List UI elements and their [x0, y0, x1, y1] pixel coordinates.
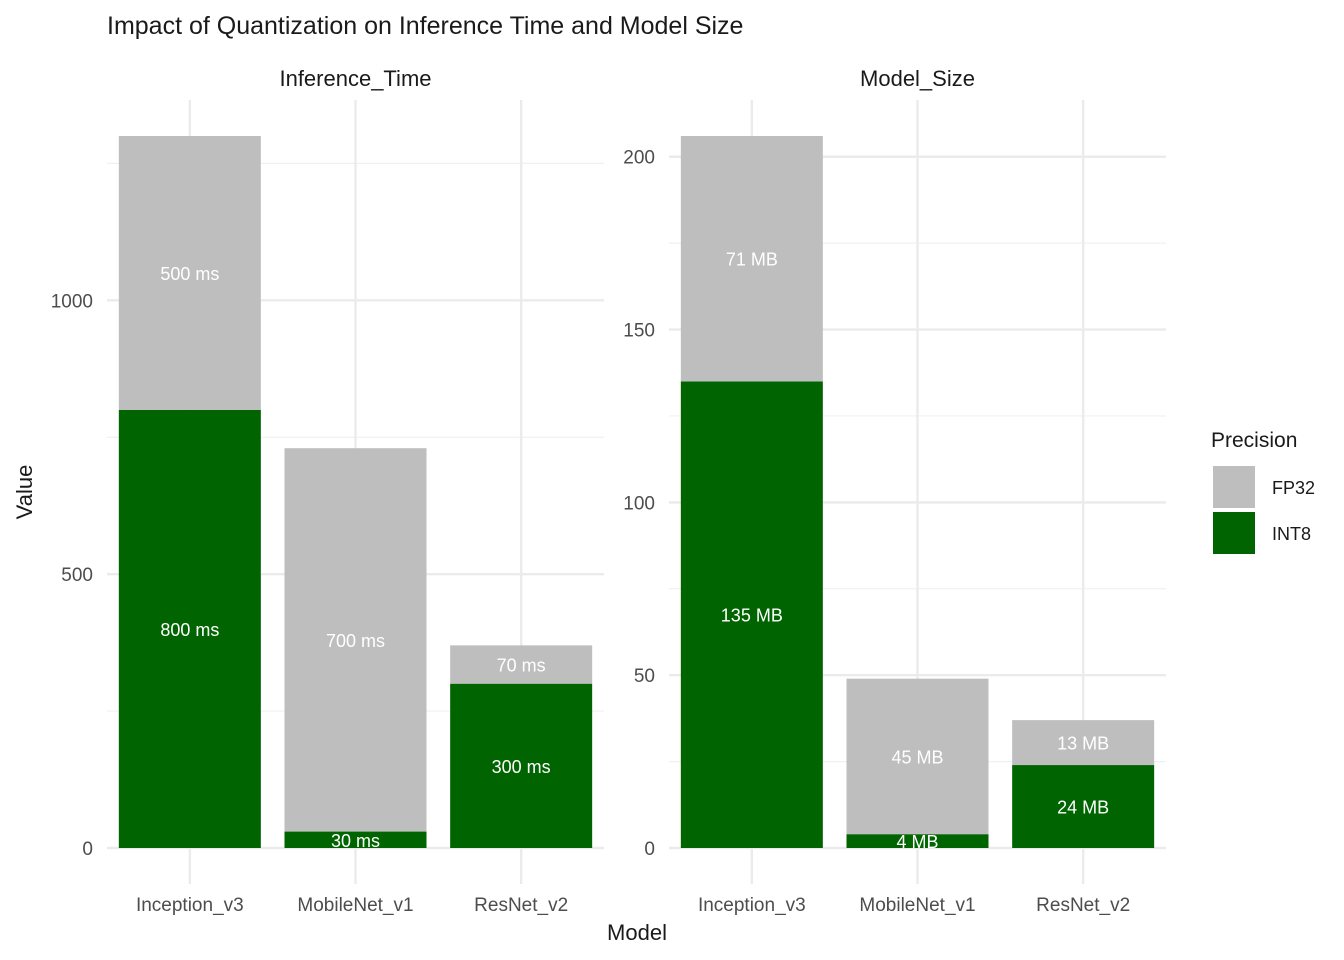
- bar-int8-resnet-v2: [450, 683, 593, 848]
- y-axis-title: Value: [12, 465, 37, 520]
- x-tick-label: ResNet_v2: [474, 895, 568, 916]
- bar-data-label: 500 ms: [160, 264, 219, 284]
- bar-fp32-resnet-v2: [1012, 720, 1155, 766]
- y-tick-label: 200: [623, 148, 655, 169]
- bar-data-label: 800 ms: [160, 620, 219, 640]
- legend-label: FP32: [1272, 478, 1315, 498]
- facet-strip-label: Inference_Time: [279, 66, 431, 91]
- x-tick-label: Inception_v3: [698, 895, 806, 916]
- bar-fp32-inception-v3: [118, 136, 261, 410]
- x-axis-title: Model: [607, 920, 667, 945]
- legend-swatch-int8: [1213, 512, 1255, 554]
- bar-data-label: 70 ms: [497, 656, 546, 676]
- y-tick-label: 100: [623, 493, 655, 514]
- facet-strip-label: Model_Size: [860, 66, 975, 91]
- bar-fp32-resnet-v2: [450, 645, 593, 684]
- bar-fp32-mobilenet-v1: [284, 448, 427, 832]
- y-tick-label: 0: [82, 839, 93, 860]
- panel-model-size: 0 50 100 150 200 135 MB 71 MB Inception_v3 4 MB 4…: [623, 66, 1166, 916]
- bar-data-label: 700 ms: [326, 631, 385, 651]
- bar-data-label: 71 MB: [726, 250, 778, 270]
- x-tick-label: MobileNet_v1: [297, 895, 413, 916]
- bar-data-label: 135 MB: [721, 606, 783, 626]
- x-tick-label: MobileNet_v1: [859, 895, 975, 916]
- bar-data-label: 30 ms: [331, 831, 380, 851]
- chart-title: Impact of Quantization on Inference Time…: [107, 12, 743, 40]
- bar-int8-mobilenet-v1: [284, 831, 427, 848]
- bar-int8-mobilenet-v1: [846, 834, 989, 848]
- bar-data-label: 24 MB: [1057, 798, 1109, 818]
- bar-int8-resnet-v2: [1012, 765, 1155, 848]
- y-tick-label: 1000: [51, 291, 93, 312]
- bar-data-label: 13 MB: [1057, 734, 1109, 754]
- y-tick-label: 500: [61, 565, 93, 586]
- legend: Precision FP32 INT8: [1211, 429, 1315, 554]
- bar-data-label: 4 MB: [896, 832, 938, 852]
- panel-inference-time: 0 500 1000 800 ms 500 ms Inception_v3 30 ms 700…: [51, 66, 604, 916]
- legend-label: INT8: [1272, 524, 1311, 544]
- x-tick-label: ResNet_v2: [1036, 895, 1130, 916]
- bar-int8-inception-v3: [118, 409, 261, 848]
- bar-data-label: 300 ms: [492, 757, 551, 777]
- bar-fp32-inception-v3: [680, 136, 823, 382]
- y-tick-label: 150: [623, 321, 655, 342]
- bar-int8-inception-v3: [680, 381, 823, 848]
- y-tick-label: 50: [634, 666, 655, 687]
- x-tick-label: Inception_v3: [136, 895, 244, 916]
- y-tick-label: 0: [644, 839, 655, 860]
- legend-swatch-fp32: [1213, 466, 1255, 508]
- bar-data-label: 45 MB: [891, 747, 943, 767]
- legend-title: Precision: [1211, 429, 1297, 452]
- bar-fp32-mobilenet-v1: [846, 678, 989, 835]
